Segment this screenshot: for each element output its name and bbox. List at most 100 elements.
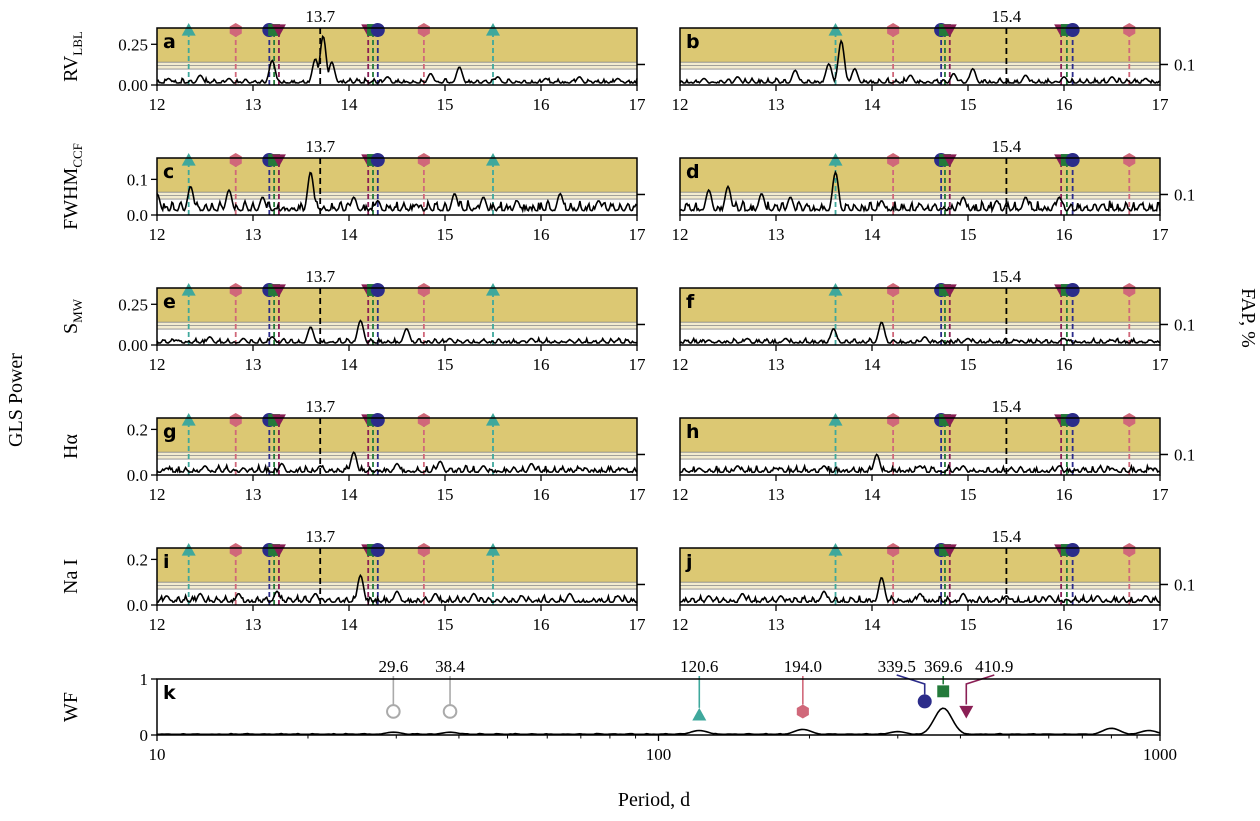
panel-frame — [679, 417, 1161, 476]
y-tick-label: 0.25 — [118, 295, 148, 314]
fap-band-high — [157, 28, 637, 63]
row-ylabel: Hα — [60, 434, 82, 459]
marked-period-label: 13.7 — [305, 397, 335, 416]
x-tick-label: 17 — [1152, 95, 1170, 114]
x-tick-label: 17 — [629, 355, 647, 374]
panel-b: 0.1 15.4 12 13 14 15 16 17 b — [672, 7, 1196, 114]
x-tick-label: 12 — [672, 225, 689, 244]
x-tick-label: 16 — [533, 355, 550, 374]
periodogram-curve — [157, 707, 1161, 736]
panel-letter: k — [163, 682, 176, 704]
panel-letter: e — [163, 291, 176, 313]
x-tick-label: 16 — [1056, 225, 1073, 244]
marker-hexagon — [887, 413, 900, 427]
x-tick-label: 14 — [341, 225, 359, 244]
x-tick-label: 16 — [533, 225, 550, 244]
row-ylabel: Na I — [60, 559, 82, 594]
marker-hexagon — [229, 23, 242, 37]
periodogram-curve — [679, 321, 1161, 345]
wf-marker-hexagon — [796, 704, 809, 719]
marker-triangle-up — [181, 413, 196, 426]
marked-period-label: 13.7 — [305, 527, 335, 546]
marked-period-label: 15.4 — [992, 7, 1022, 26]
marker-hexagon — [417, 413, 430, 427]
marker-circle — [1065, 283, 1080, 297]
x-tick-label: 14 — [864, 355, 882, 374]
x-tick-label: 15 — [960, 485, 977, 504]
x-tick-label: 17 — [629, 615, 647, 634]
panel-frame — [679, 287, 1161, 346]
x-tick-label: 16 — [533, 615, 550, 634]
marker-triangle-up — [181, 543, 196, 556]
panel-g: 13.7 12 13 14 15 16 17 0.0 0.2 Hα g — [60, 397, 646, 504]
panel-d: 0.1 15.4 12 13 14 15 16 17 d — [672, 137, 1196, 244]
x-tick-label: 12 — [672, 485, 689, 504]
row-ylabel-main: RV — [60, 55, 82, 82]
marker-hexagon — [417, 153, 430, 167]
fap-band-high — [680, 548, 1160, 583]
marker-square — [939, 544, 951, 556]
marker-triangle-up — [828, 543, 843, 556]
wf-marker-open-circle — [442, 704, 458, 719]
y-tick-label: 0.0 — [127, 466, 148, 485]
x-tick-label: 13 — [245, 95, 262, 114]
marker-square — [939, 24, 951, 36]
y-tick-label: 0.00 — [118, 336, 148, 355]
fap-band-high — [680, 288, 1160, 323]
marker-hexagon — [229, 153, 242, 167]
wf-peak-label: 38.4 — [435, 657, 465, 676]
marker-triangle-up — [828, 283, 843, 296]
fap-band-high — [680, 158, 1160, 193]
x-tick-label: 10 — [149, 745, 166, 764]
x-tick-label: 12 — [672, 95, 689, 114]
x-tick-label: 12 — [149, 355, 166, 374]
marker-hexagon — [1123, 543, 1136, 557]
y-axis-title-right: FAP, % — [1237, 288, 1259, 348]
marker-circle — [370, 23, 385, 37]
wf-peak-label: 120.6 — [680, 657, 718, 676]
panel-f: 0.1 15.4 12 13 14 15 16 17 f — [672, 267, 1196, 374]
row-ylabel-sub: LBL — [70, 31, 85, 56]
marker-triangle-up — [486, 413, 500, 426]
panel-frame — [156, 27, 638, 86]
x-tick-label: 15 — [437, 225, 454, 244]
row-ylabel: FWHMCCF — [60, 143, 85, 230]
x-tick-label: 15 — [960, 615, 977, 634]
x-tick-label: 15 — [960, 95, 977, 114]
marker-circle — [370, 543, 385, 557]
marker-triangle-up — [181, 283, 196, 296]
periodogram-curve — [156, 319, 638, 345]
y-tick-label: 0.2 — [127, 550, 148, 569]
y-tick-label: 0 — [140, 726, 149, 745]
fap-tick-label: 0.1 — [1174, 575, 1195, 594]
x-tick-label: 17 — [1152, 355, 1170, 374]
periodogram-curve — [679, 453, 1161, 476]
panel-h: 0.1 15.4 12 13 14 15 16 17 h — [672, 397, 1196, 504]
periodogram-curve — [156, 451, 638, 475]
x-tick-label: 13 — [245, 485, 262, 504]
periodogram-curve — [679, 39, 1161, 85]
panel-frame — [156, 287, 638, 346]
x-tick-label: 14 — [864, 95, 882, 114]
marker-square — [268, 24, 281, 36]
marker-hexagon — [417, 23, 430, 37]
marker-square — [939, 154, 951, 166]
marked-period-label: 13.7 — [305, 137, 335, 156]
panel-letter: i — [163, 551, 170, 573]
marker-circle — [370, 413, 385, 427]
x-tick-label: 16 — [1056, 485, 1073, 504]
wf-marker-square — [937, 685, 950, 698]
fap-band-high — [157, 418, 637, 453]
panel-frame — [679, 157, 1161, 216]
panel-frame — [156, 547, 638, 606]
panel-letter: g — [163, 421, 177, 443]
x-tick-label: 12 — [149, 225, 166, 244]
panel-letter: h — [686, 421, 700, 443]
x-tick-label: 14 — [864, 485, 882, 504]
x-tick-label: 13 — [768, 485, 785, 504]
x-tick-label: 15 — [437, 615, 454, 634]
x-tick-label: 17 — [629, 225, 647, 244]
row-ylabel-main: Na I — [60, 559, 82, 594]
